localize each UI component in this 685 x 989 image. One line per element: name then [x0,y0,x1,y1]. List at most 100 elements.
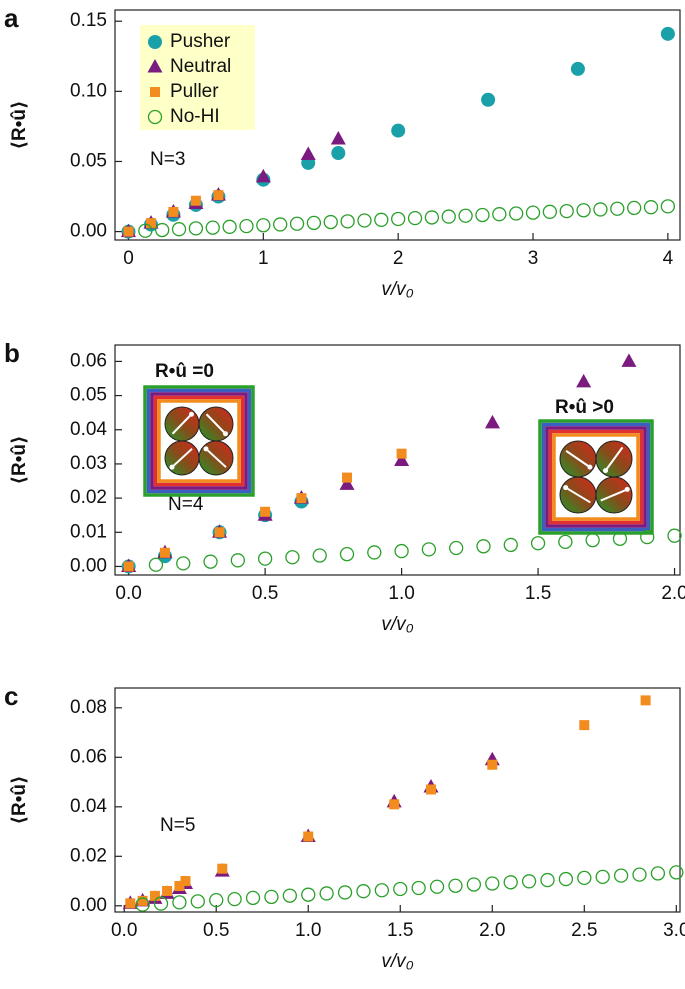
no-hi-point [503,875,518,890]
no-hi-point [449,540,464,556]
neutral-point [255,168,271,183]
puller-point [425,784,436,795]
inset-frame [146,388,252,494]
no-hi-point [509,206,524,221]
inset-frame [548,429,644,525]
y-tick-label: 0.06 [70,746,107,767]
inset-frame [545,426,647,528]
legend-marker [147,59,163,73]
inset-arrow-head [603,468,609,474]
y-tick-label: 0.00 [70,895,107,916]
no-hi-point [448,878,463,893]
x-tick-label: 0.0 [115,583,141,604]
no-hi-point [306,215,322,231]
plot-frame [114,687,681,913]
pusher-point [481,92,496,107]
legend-marker [147,109,163,125]
no-hi-point [475,207,490,223]
legend-label: Pusher [170,31,231,52]
puller-point [180,876,191,887]
no-hi-point [669,865,684,880]
no-hi-point [485,876,500,891]
no-hi-point [610,201,625,216]
inset-arrow-head [563,485,569,491]
no-hi-point [285,550,300,565]
inset-arrow [171,413,193,435]
no-hi-point [245,890,261,906]
no-hi-point [558,534,573,549]
puller-point [389,799,400,810]
x-tick-label: 2.5 [571,920,597,941]
x-axis-label: v/v₀ [381,279,413,300]
no-hi-point [257,551,273,566]
x-tick-label: 2.0 [479,920,505,941]
puller-point [214,527,225,538]
no-hi-point [301,887,316,902]
x-axis-label: v/v₀ [381,951,413,972]
no-hi-point [407,210,423,226]
no-hi-point [476,539,491,554]
inset-arrow [205,413,227,435]
inset-arrow [171,448,193,468]
no-hi-point [521,874,537,889]
puller-point [640,695,651,706]
no-hi-point [613,868,629,883]
no-hi-point [135,897,150,912]
inset-arrow-head [169,464,175,470]
pusher-point [331,146,346,161]
puller-point [217,863,228,874]
no-hi-point [227,891,242,907]
no-hi-point [530,536,546,551]
y-axis-label: ⟨R•û⟩ [9,435,30,484]
panel-label: a [4,3,19,33]
y-tick-label: 0.05 [70,150,107,171]
no-hi-point [239,218,254,234]
x-tick-label: 4 [663,248,674,269]
no-hi-point [394,543,409,559]
no-hi-point [667,528,682,543]
y-axis-label: ⟨R•û⟩ [9,775,30,824]
neutral-point [621,353,637,367]
puller-point [579,720,590,731]
y-tick-label: 0.02 [70,845,107,866]
x-tick-label: 1.5 [525,583,551,604]
puller-point [190,195,201,206]
pusher-point [660,26,675,41]
neutral-point [576,373,592,388]
x-tick-label: 0.0 [111,920,137,941]
no-hi-point [190,894,205,909]
no-hi-point [256,218,271,233]
no-hi-point [411,880,426,896]
annotation: N=4 [168,494,204,515]
x-tick-label: 0.5 [203,920,229,941]
legend-marker [150,87,160,97]
neutral-point [394,452,410,467]
inset-frame [541,422,651,532]
y-tick-label: 0.10 [70,80,107,101]
puller-point [213,190,224,201]
no-hi-point [188,221,204,236]
inset-arrow [205,448,227,468]
puller-point [303,831,314,842]
no-hi-point [612,531,628,546]
puller-point [137,895,148,906]
plot-frame [114,344,681,576]
no-hi-point [282,888,297,903]
legend-label: Puller [170,81,219,102]
legend-label: No-HI [170,106,220,127]
no-hi-point [585,532,600,548]
puller-point [162,885,173,896]
x-axis-label: v/v₀ [381,614,413,635]
no-hi-point [176,556,191,571]
puller-point [260,506,271,517]
legend-label: Neutral [170,56,231,77]
inset-diagram [538,419,654,535]
no-hi-point [650,866,666,881]
no-hi-point [319,886,334,901]
x-tick-label: 1.5 [387,920,413,941]
annotation: N=5 [160,815,195,836]
no-hi-point [558,871,574,887]
no-hi-point [374,883,390,898]
no-hi-point [576,203,591,218]
